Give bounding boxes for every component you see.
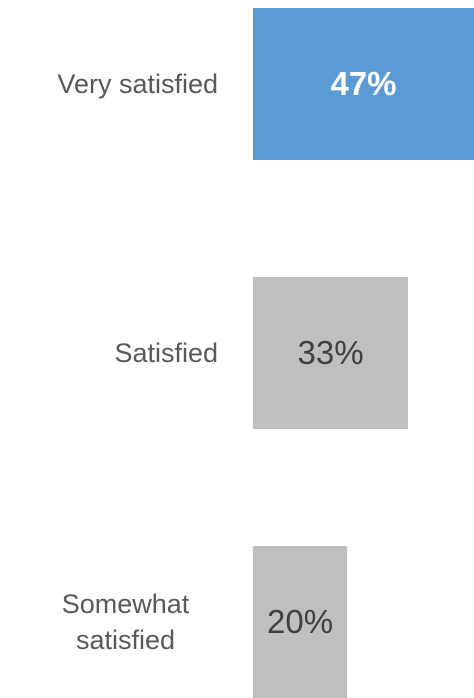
bar: 33% <box>253 277 409 429</box>
category-label-box: Very satisfied <box>0 8 218 160</box>
category-label-box: Satisfied <box>0 277 218 429</box>
value-label: 47% <box>330 65 397 102</box>
category-label: Very satisfied <box>57 69 218 99</box>
category-label-box: Somewhat satisfied <box>0 546 218 698</box>
bar: 20% <box>253 546 348 698</box>
value-label: 33% <box>297 334 364 371</box>
bar: 47% <box>253 8 474 160</box>
value-label: 20% <box>266 603 334 640</box>
category-label: Satisfied <box>114 338 218 368</box>
category-label: Somewhat satisfied <box>61 589 190 655</box>
